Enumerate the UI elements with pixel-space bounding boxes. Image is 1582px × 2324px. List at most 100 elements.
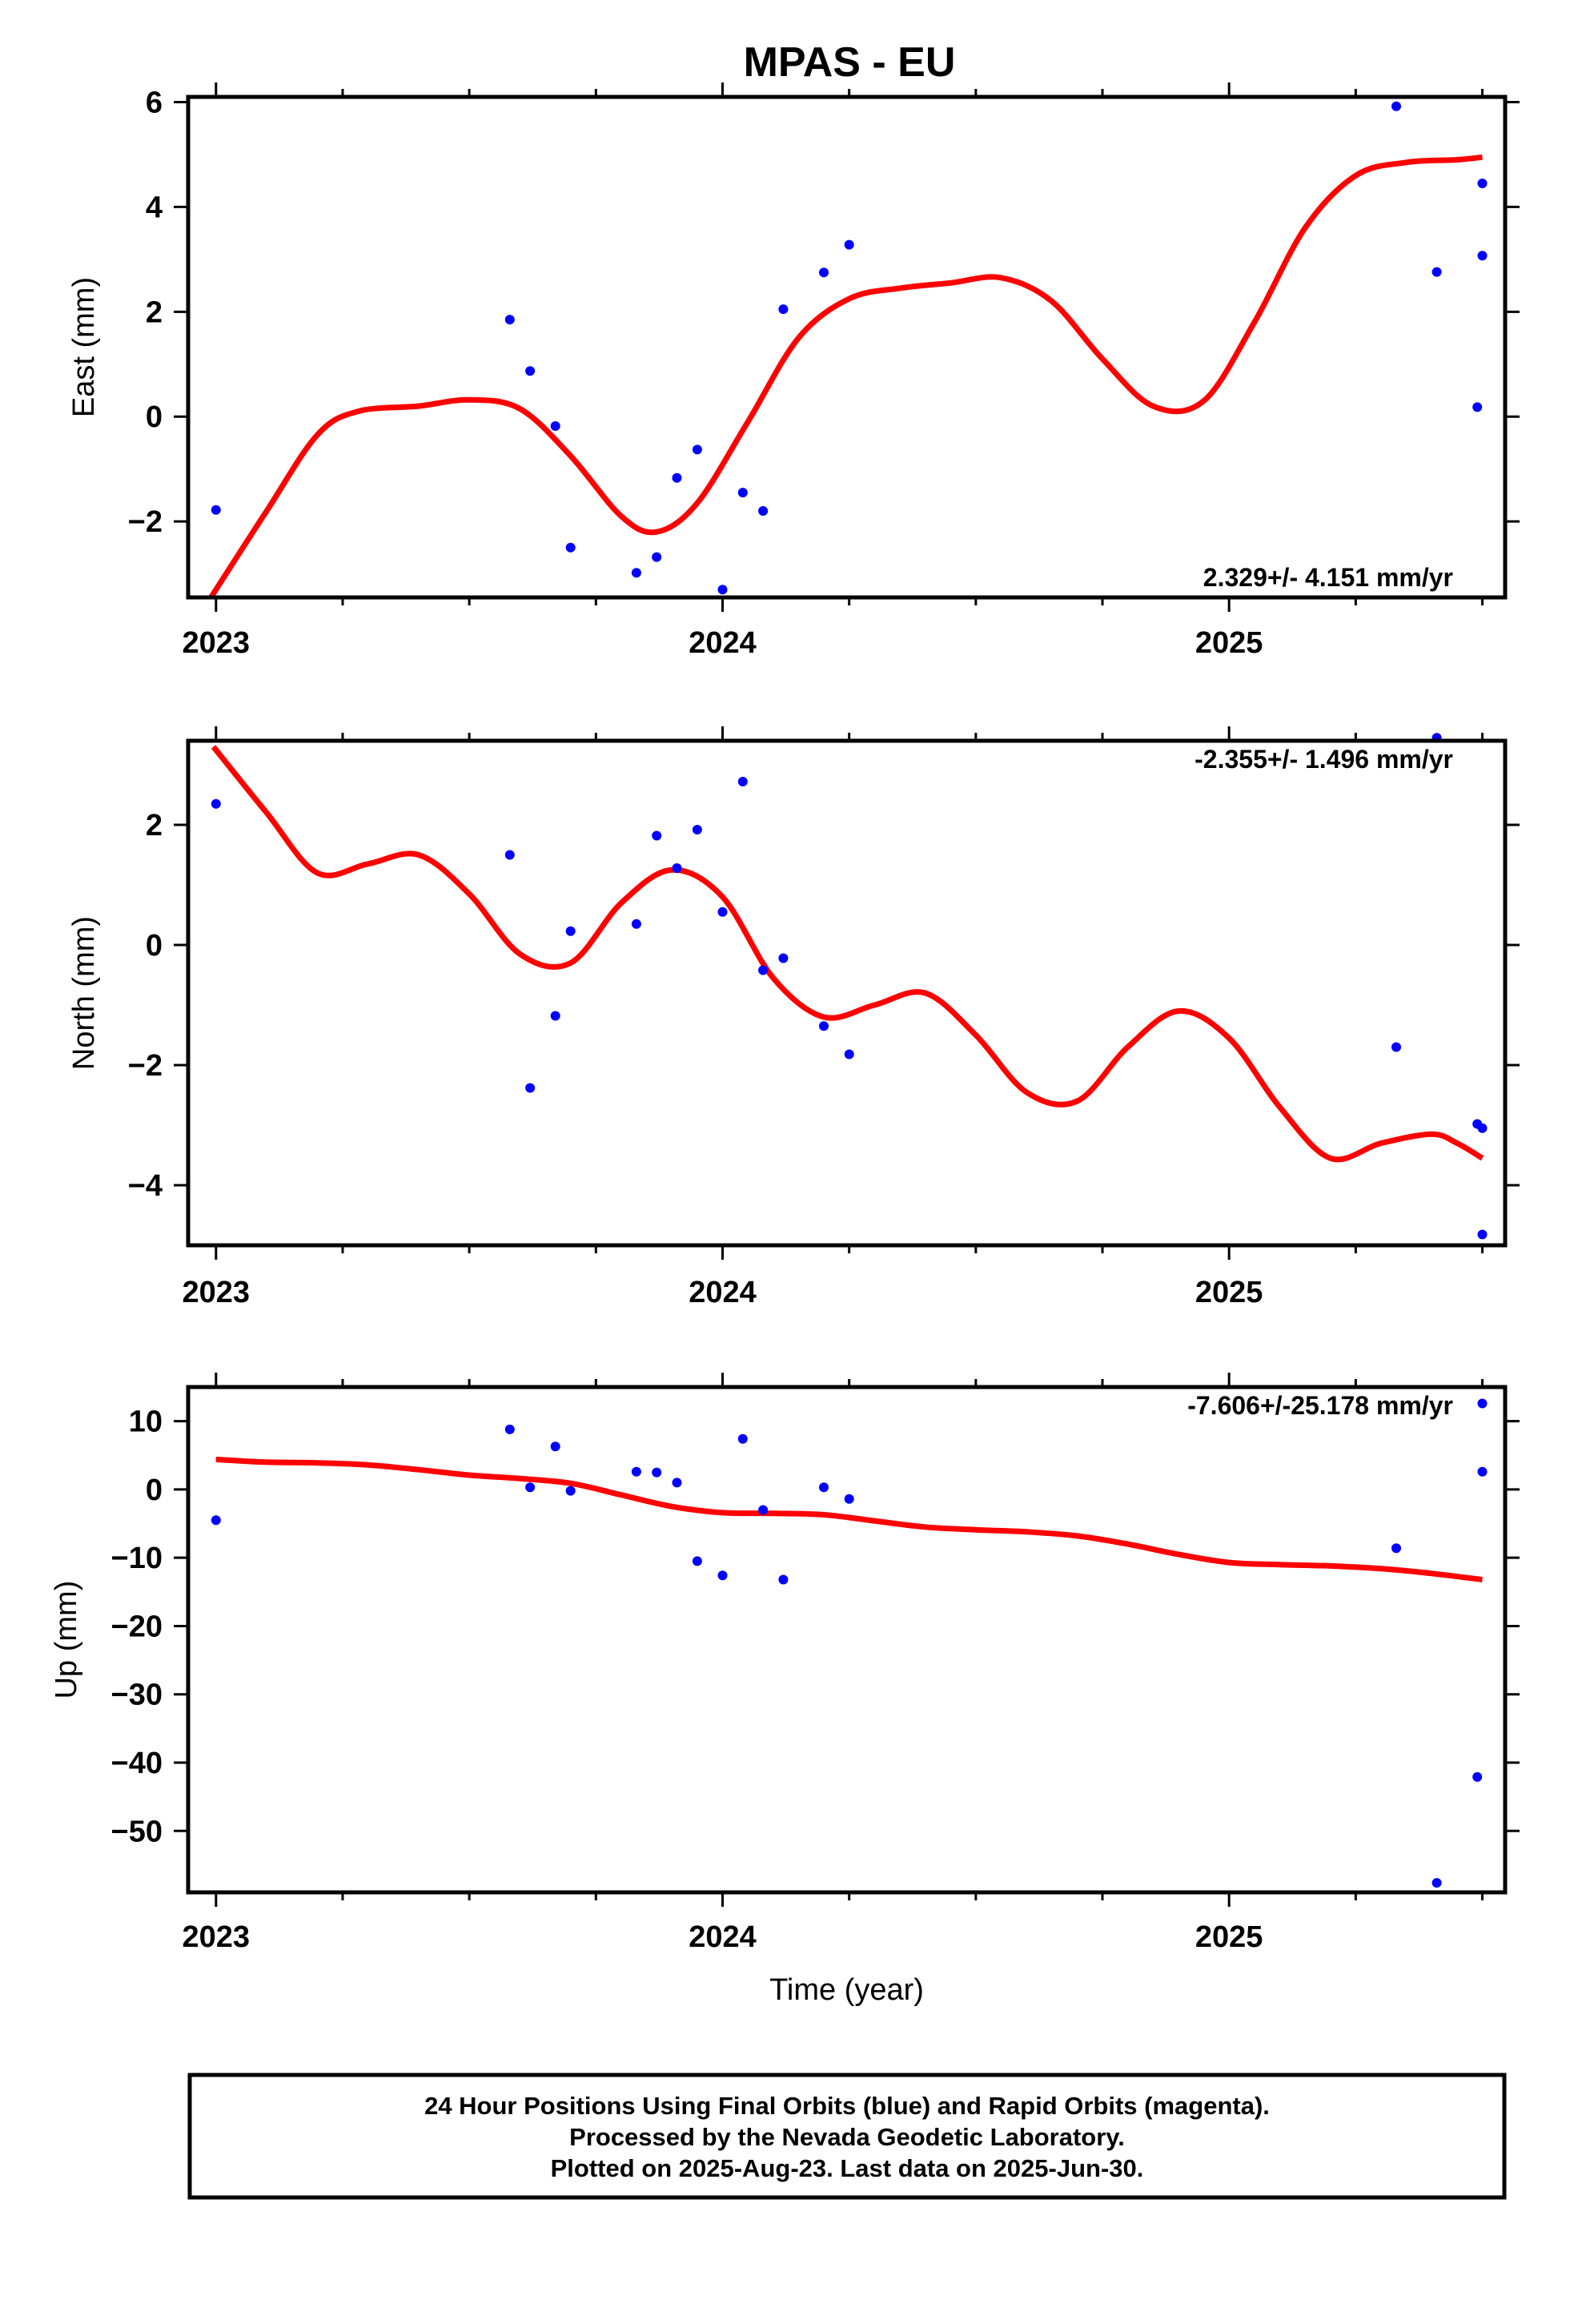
data-point (819, 1021, 829, 1031)
x-tick-label: 2025 (1195, 1276, 1263, 1309)
data-point (819, 267, 829, 278)
x-tick-label: 2024 (689, 1276, 757, 1309)
data-point (211, 1515, 221, 1526)
data-point (737, 777, 748, 786)
y-axis-label: North (mm) (67, 916, 101, 1070)
data-point (778, 304, 789, 315)
y-tick-label: −10 (111, 1542, 163, 1575)
y-tick-label: 0 (146, 1474, 163, 1507)
data-point (211, 505, 221, 515)
rate-annotation: -7.606+/-25.178 mm/yr (1187, 1391, 1453, 1420)
data-point (1477, 1123, 1488, 1133)
y-tick-label: 2 (146, 809, 163, 842)
data-point (1391, 1042, 1401, 1052)
data-point (1431, 1878, 1442, 1888)
data-point (1431, 267, 1442, 277)
data-point (631, 568, 641, 578)
footer-line-3: Plotted on 2025-Aug-23. Last data on 202… (551, 2154, 1144, 2182)
y-tick-label: −50 (111, 1815, 163, 1848)
y-tick-label: −40 (111, 1747, 163, 1780)
footer-line-2: Processed by the Nevada Geodetic Laborat… (569, 2123, 1125, 2151)
footer-box: 24 Hour Positions Using Final Orbits (bl… (187, 2073, 1507, 2200)
data-point (504, 315, 515, 325)
data-point (737, 1433, 748, 1444)
data-point (565, 926, 576, 936)
east-panel: 2023 2024 2025 −2 0 2 4 6 East (mm) 2.329+/- 4.15… (67, 82, 1520, 660)
figure-title: MPAS - EU (744, 39, 956, 86)
y-axis-label: Up (mm) (50, 1581, 83, 1699)
x-tick-label: 2024 (689, 1920, 757, 1954)
y-tick-label: 10 (129, 1405, 163, 1439)
data-point (844, 1049, 854, 1059)
y-tick-label: −30 (111, 1679, 163, 1712)
data-point (844, 239, 854, 250)
data-point (1477, 1229, 1488, 1240)
data-point (717, 1570, 728, 1581)
data-point (504, 1424, 515, 1434)
data-point (631, 1466, 641, 1477)
data-point (1472, 402, 1483, 412)
data-point (631, 919, 641, 929)
data-point (844, 1494, 854, 1504)
data-point (1477, 179, 1488, 188)
x-tick-label: 2023 (183, 1276, 251, 1309)
data-point (652, 830, 662, 841)
fit-curve (208, 154, 1483, 597)
data-point (550, 1441, 560, 1452)
data-point (692, 1556, 702, 1566)
plot-frame (186, 94, 1508, 600)
rate-annotation: 2.329+/- 4.151 mm/yr (1203, 563, 1453, 592)
y-tick-label: −2 (128, 505, 163, 539)
data-point (550, 421, 560, 431)
fit-curve (215, 1456, 1483, 1582)
data-point (525, 1482, 536, 1493)
data-point (672, 472, 682, 483)
data-point (652, 1467, 662, 1478)
rate-annotation: -2.355+/- 1.496 mm/yr (1195, 745, 1453, 774)
data-point (525, 1083, 536, 1093)
data-point (672, 1478, 682, 1488)
x-axis-label: Time (year) (769, 1973, 924, 2007)
data-point (819, 1482, 829, 1493)
data-point (1477, 1466, 1488, 1477)
data-point (565, 542, 576, 553)
data-point (550, 1011, 560, 1021)
footer-line-1: 24 Hour Positions Using Final Orbits (bl… (424, 2092, 1270, 2120)
data-point (737, 488, 748, 498)
data-point (758, 506, 769, 516)
data-point (692, 444, 702, 455)
y-tick-label: −2 (128, 1049, 163, 1083)
north-panel: 2023 2024 2025 −4 −2 0 2 North (mm) -2.355+/- 1.… (67, 726, 1520, 1309)
data-point (778, 1574, 789, 1585)
data-point (211, 798, 221, 809)
data-point (692, 825, 702, 834)
data-point (1477, 251, 1488, 261)
data-point (504, 850, 515, 860)
data-point (717, 585, 728, 595)
y-tick-label: 6 (146, 86, 163, 120)
y-tick-label: 0 (146, 400, 163, 434)
y-axis-label: East (mm) (67, 277, 101, 417)
data-point (758, 965, 769, 975)
y-tick-label: 4 (146, 191, 163, 224)
data-point (1391, 101, 1401, 111)
x-tick-label: 2025 (1195, 626, 1263, 660)
x-tick-label: 2025 (1195, 1920, 1263, 1954)
data-point (1391, 1543, 1401, 1554)
data-point (672, 863, 682, 873)
data-point (717, 907, 728, 917)
up-panel: 2023 2024 2025 −50 −40 −30 −20 −10 0 10 Up (mm) -7.… (50, 1373, 1520, 2007)
x-tick-label: 2023 (183, 1920, 251, 1954)
fit-curve (211, 745, 1484, 1163)
y-tick-label: −20 (111, 1610, 163, 1643)
data-point (1472, 1771, 1483, 1782)
x-tick-label: 2024 (689, 626, 757, 660)
y-tick-label: 2 (146, 296, 163, 329)
x-tick-label: 2023 (183, 626, 251, 660)
data-point (778, 953, 789, 963)
y-tick-label: 0 (146, 929, 163, 963)
data-point (758, 1505, 769, 1515)
data-point (652, 552, 662, 562)
data-point (1477, 1398, 1488, 1409)
